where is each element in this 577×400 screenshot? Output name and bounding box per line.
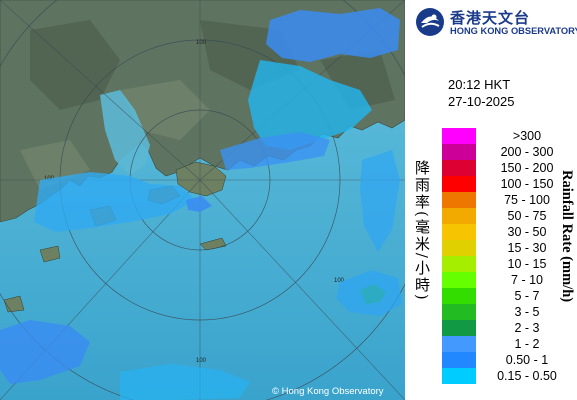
echo-east-strip (360, 150, 400, 252)
radar-map[interactable]: 100 100 100 100 © Hong Kong Observatory (0, 0, 405, 400)
hko-emblem-icon (416, 8, 444, 36)
map-copyright: © Hong Kong Observatory (272, 386, 384, 397)
radar-echoes (0, 8, 402, 400)
echo-south-patch (120, 364, 250, 400)
echo-ne-band (266, 8, 400, 62)
land-relief (30, 20, 395, 110)
legend-row: 5 - 7 (442, 288, 572, 304)
legend-label: 30 - 50 (507, 225, 547, 239)
legend-swatch (442, 336, 476, 352)
logo-name-en: HONG KONG OBSERVATORY (450, 26, 577, 36)
legend-label: 7 - 10 (511, 273, 543, 287)
legend-swatch (442, 304, 476, 320)
legend-label: 150 - 200 (500, 161, 554, 175)
legend-row: 0.50 - 1 (442, 352, 572, 368)
timestamp-date: 27-10-2025 (448, 94, 515, 109)
echo-hk-small (186, 196, 212, 212)
info-panel: 香港天文台 HONG KONG OBSERVATORY 20:12 HKT 27… (405, 0, 577, 400)
hko-logo[interactable]: 香港天文台 HONG KONG OBSERVATORY (415, 4, 577, 40)
rainfall-legend: >300 200 - 300 150 - 200 100 - 150 75 - 100 5… (442, 128, 572, 384)
ring-label-east: 100 (334, 278, 345, 284)
legend-swatch (442, 192, 476, 208)
legend-swatch (442, 368, 476, 384)
legend-title-en: Rainfall Rate (mm/h) (559, 170, 575, 303)
legend-row: 30 - 50 (442, 224, 572, 240)
echo-east-coast (220, 132, 330, 170)
legend-label: 3 - 5 (514, 305, 540, 319)
legend-label: 200 - 300 (500, 145, 554, 159)
legend-title-cn: 降雨率(毫米/小時) (413, 160, 431, 302)
legend-swatch (442, 288, 476, 304)
legend-row: 200 - 300 (442, 144, 572, 160)
legend-row: 1 - 2 (442, 336, 572, 352)
legend-label: 75 - 100 (504, 193, 550, 207)
legend-row: 2 - 3 (442, 320, 572, 336)
legend-row: 0.15 - 0.50 (442, 368, 572, 384)
legend-label: 0.50 - 1 (505, 353, 549, 367)
legend-label: 1 - 2 (514, 337, 540, 351)
pearl-river-estuary (100, 90, 150, 175)
legend-swatch (442, 144, 476, 160)
legend-row: 7 - 10 (442, 272, 572, 288)
legend-swatch (442, 352, 476, 368)
legend-row: >300 (442, 128, 572, 144)
legend-swatch (442, 272, 476, 288)
ring-label-north: 100 (196, 40, 207, 46)
legend-swatch (442, 240, 476, 256)
legend-label: 100 - 150 (500, 177, 554, 191)
legend-swatch (442, 176, 476, 192)
echo-ne-light (248, 60, 372, 150)
echo-west-band (34, 172, 196, 232)
legend-label: 5 - 7 (514, 289, 540, 303)
land-light (20, 80, 210, 190)
legend-swatch (442, 320, 476, 336)
timestamp-time: 20:12 HKT (448, 77, 511, 92)
legend-label: 2 - 3 (514, 321, 540, 335)
echo-se-halo (336, 270, 402, 316)
legend-row: 100 - 150 (442, 176, 572, 192)
ring-label-south: 100 (196, 358, 207, 364)
legend-label: 10 - 15 (507, 257, 547, 271)
legend-row: 150 - 200 (442, 160, 572, 176)
legend-label: 15 - 30 (507, 241, 547, 255)
radar-map-svg: 100 100 100 100 © Hong Kong Observatory (0, 0, 405, 400)
legend-swatch (442, 128, 476, 144)
logo-name-cn: 香港天文台 (450, 9, 531, 27)
legend-label: 50 - 75 (507, 209, 547, 223)
legend-label: 0.15 - 0.50 (497, 369, 557, 383)
legend-label: >300 (512, 129, 542, 143)
legend-row: 10 - 15 (442, 256, 572, 272)
legend-row: 3 - 5 (442, 304, 572, 320)
legend-swatch (442, 224, 476, 240)
echo-sw-patch (0, 320, 90, 384)
legend-row: 50 - 75 (442, 208, 572, 224)
legend-swatch (442, 256, 476, 272)
legend-row: 75 - 100 (442, 192, 572, 208)
legend-swatch (442, 160, 476, 176)
timestamp-box: 20:12 HKT 27-10-2025 (448, 76, 515, 110)
legend-swatch (442, 208, 476, 224)
legend-row: 15 - 30 (442, 240, 572, 256)
